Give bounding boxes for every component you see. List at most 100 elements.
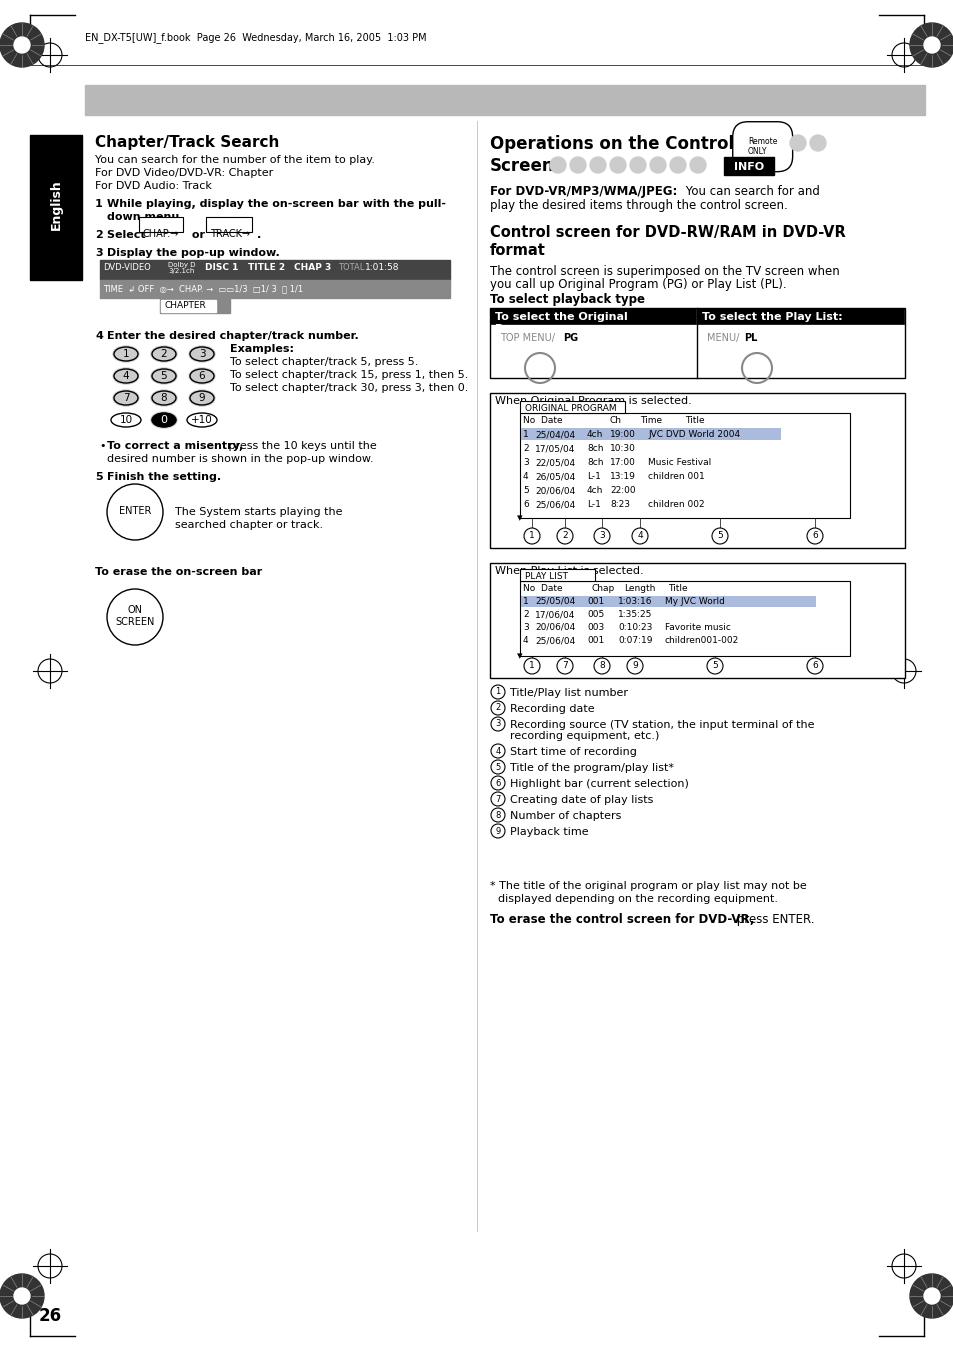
Text: •: • [100, 440, 110, 451]
Text: Enter the desired chapter/track number.: Enter the desired chapter/track number. [107, 331, 358, 340]
Text: Music Festival: Music Festival [647, 458, 711, 467]
Text: 17/06/04: 17/06/04 [535, 611, 575, 619]
Text: DISC 1: DISC 1 [205, 263, 238, 273]
Text: 7: 7 [495, 794, 500, 804]
Text: When Play List is selected.: When Play List is selected. [495, 566, 643, 576]
Circle shape [491, 775, 504, 790]
Text: 9: 9 [632, 662, 638, 670]
Text: Title of the program/play list*: Title of the program/play list* [510, 763, 673, 773]
Text: 9: 9 [495, 827, 500, 835]
Text: EN_DX-T5[UW]_f.book  Page 26  Wednesday, March 16, 2005  1:03 PM: EN_DX-T5[UW]_f.book Page 26 Wednesday, M… [85, 32, 426, 43]
Circle shape [0, 1274, 44, 1319]
Bar [100, 280, 450, 299]
Text: 1: 1 [495, 688, 500, 697]
Circle shape [557, 658, 573, 674]
Text: To select chapter/track 30, press 3, then 0.: To select chapter/track 30, press 3, the… [230, 382, 468, 393]
Text: 17/05/04: 17/05/04 [535, 444, 575, 453]
Text: Remote
ONLY: Remote ONLY [747, 136, 777, 157]
Text: 003: 003 [586, 623, 603, 632]
Text: CHAP 3: CHAP 3 [294, 263, 331, 273]
Text: displayed depending on the recording equipment.: displayed depending on the recording equ… [497, 894, 778, 904]
Circle shape [923, 1288, 939, 1304]
Circle shape [491, 701, 504, 715]
Circle shape [909, 1274, 953, 1319]
Text: 3: 3 [598, 531, 604, 540]
Text: 0:07:19: 0:07:19 [618, 636, 652, 644]
Text: To erase the control screen for DVD-VR,: To erase the control screen for DVD-VR, [490, 913, 754, 925]
Bar [100, 259, 450, 280]
Circle shape [491, 808, 504, 821]
Text: 9: 9 [198, 393, 205, 403]
Text: 1: 1 [522, 430, 528, 439]
Text: You can search for the number of the item to play.: You can search for the number of the ite… [95, 155, 375, 165]
Circle shape [609, 157, 625, 173]
Circle shape [594, 658, 609, 674]
Text: Ch: Ch [609, 416, 621, 426]
Ellipse shape [151, 390, 177, 407]
Text: 19:00: 19:00 [609, 430, 636, 439]
Ellipse shape [112, 346, 139, 362]
Text: SCREEN: SCREEN [115, 617, 154, 627]
Text: +10: +10 [191, 415, 213, 426]
Text: 25/06/04: 25/06/04 [535, 500, 575, 509]
Text: 5: 5 [95, 471, 103, 482]
Text: DVD-VIDEO: DVD-VIDEO [103, 263, 151, 273]
Text: 3: 3 [495, 720, 500, 728]
Text: searched chapter or track.: searched chapter or track. [174, 520, 323, 530]
Text: To correct a misentry,: To correct a misentry, [107, 440, 243, 451]
Text: children 001: children 001 [647, 471, 704, 481]
Text: 6: 6 [811, 531, 817, 540]
Text: 26/05/04: 26/05/04 [535, 471, 575, 481]
Text: 2: 2 [160, 349, 167, 359]
Text: CHAP.→: CHAP.→ [143, 230, 179, 239]
Circle shape [523, 528, 539, 544]
Ellipse shape [189, 367, 214, 384]
Text: 4ch: 4ch [586, 430, 602, 439]
Text: 1: 1 [95, 199, 103, 209]
Text: 4ch: 4ch [586, 486, 602, 494]
Bar [161, 300, 215, 312]
Text: 2: 2 [495, 704, 500, 712]
Text: The control screen is superimposed on the TV screen when: The control screen is superimposed on th… [490, 265, 839, 278]
Text: 6: 6 [198, 372, 205, 381]
Text: 10: 10 [119, 415, 132, 426]
Text: Chapter/Track Search: Chapter/Track Search [95, 135, 279, 150]
Text: 8ch: 8ch [586, 458, 603, 467]
Ellipse shape [110, 412, 142, 428]
Text: Chap: Chap [592, 584, 615, 593]
Text: When Original Program is selected.: When Original Program is selected. [495, 396, 691, 407]
Text: 3: 3 [522, 458, 528, 467]
Text: For DVD Video/DVD-VR: Chapter: For DVD Video/DVD-VR: Chapter [95, 168, 273, 178]
Text: Display the pop-up window.: Display the pop-up window. [107, 249, 279, 258]
Text: recording equipment, etc.): recording equipment, etc.) [510, 731, 659, 740]
Text: To select the Play List:: To select the Play List: [701, 312, 841, 322]
Text: TITLE 2: TITLE 2 [248, 263, 285, 273]
Ellipse shape [151, 367, 177, 384]
Text: Length: Length [623, 584, 655, 593]
Text: Time: Time [639, 416, 661, 426]
Circle shape [809, 135, 825, 151]
Bar [697, 308, 903, 324]
Text: For DVD-VR/MP3/WMA/JPEG:: For DVD-VR/MP3/WMA/JPEG: [490, 185, 677, 199]
Circle shape [706, 658, 722, 674]
Text: 2: 2 [95, 230, 103, 240]
Circle shape [14, 36, 30, 53]
Text: you call up Original Program (PG) or Play List (PL).: you call up Original Program (PG) or Pla… [490, 278, 786, 290]
Text: Examples:: Examples: [230, 345, 294, 354]
Text: To erase the on-screen bar: To erase the on-screen bar [95, 567, 262, 577]
Text: children001-002: children001-002 [664, 636, 739, 644]
Text: 7: 7 [561, 662, 567, 670]
Text: ON: ON [128, 605, 142, 615]
Text: 3: 3 [522, 623, 528, 632]
Bar [519, 401, 624, 413]
Text: Creating date of play lists: Creating date of play lists [510, 794, 653, 805]
Text: INFO: INFO [733, 162, 763, 172]
Text: English: English [50, 180, 63, 231]
Circle shape [491, 685, 504, 698]
Bar [490, 393, 904, 549]
Text: 6: 6 [811, 662, 817, 670]
Text: PLAY LIST: PLAY LIST [524, 571, 567, 581]
Bar [490, 563, 904, 678]
Text: To select playback type: To select playback type [490, 293, 644, 305]
Ellipse shape [151, 412, 177, 428]
